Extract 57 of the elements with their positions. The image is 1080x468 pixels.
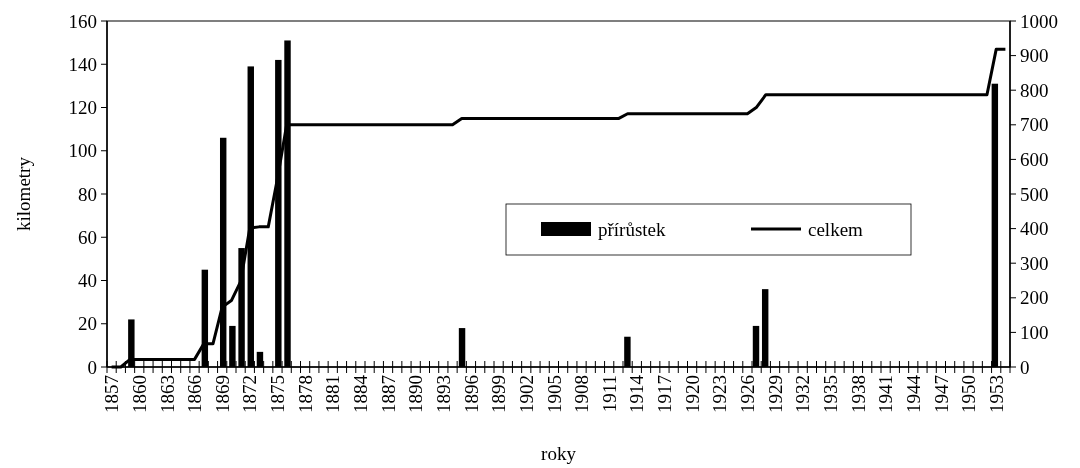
x-tick-label: 1860	[128, 375, 150, 413]
y-tick-label: 80	[78, 183, 97, 205]
x-tick-label: 1929	[764, 375, 786, 413]
x-tick-label: 1911	[598, 375, 620, 413]
x-tick-label: 1866	[184, 375, 206, 413]
x-tick-label: 1875	[267, 375, 289, 413]
x-tick-label: 1932	[792, 375, 814, 413]
y2-tick-label: 900	[1020, 45, 1049, 67]
y-axis-title: kilometry	[13, 156, 34, 231]
y2-tick-label: 400	[1020, 218, 1049, 240]
x-tick-label: 1914	[626, 374, 648, 413]
y-tick-label: 60	[78, 226, 97, 248]
x-tick-label: 1953	[985, 375, 1007, 413]
x-tick-label: 1896	[460, 375, 482, 413]
x-axis-title: roky	[541, 443, 577, 464]
x-tick-label: 1857	[101, 375, 123, 413]
y-tick-label: 0	[87, 356, 97, 378]
legend-label: celkem	[808, 218, 864, 240]
x-tick-label: 1872	[239, 375, 261, 413]
x-tick-label: 1950	[958, 375, 980, 413]
x-tick-label: 1926	[737, 375, 759, 413]
x-tick-label: 1884	[350, 374, 372, 413]
x-tick-label: 1938	[847, 375, 869, 413]
x-tick-label: 1941	[875, 375, 897, 413]
x-tick-label: 1899	[488, 375, 510, 413]
x-tick-label: 1947	[930, 375, 952, 413]
x-tick-label: 1923	[709, 375, 731, 413]
y2-tick-label: 0	[1020, 356, 1030, 378]
x-tick-label: 1908	[571, 375, 593, 413]
y2-tick-label: 1000	[1020, 10, 1058, 32]
x-tick-label: 1902	[515, 375, 537, 413]
y2-tick-label: 200	[1020, 287, 1049, 309]
x-tick-label: 1863	[156, 375, 178, 413]
x-tick-label: 1920	[681, 375, 703, 413]
x-tick-label: 1917	[654, 375, 676, 413]
y-tick-label: 160	[68, 10, 97, 32]
y2-tick-label: 500	[1020, 183, 1049, 205]
y2-tick-label: 600	[1020, 149, 1049, 171]
x-tick-label: 1893	[432, 375, 454, 413]
y2-tick-label: 700	[1020, 114, 1049, 136]
legend-label: přírůstek	[598, 218, 667, 240]
x-tick-label: 1935	[819, 375, 841, 413]
x-tick-label: 1944	[902, 374, 924, 413]
y-tick-label: 40	[78, 270, 97, 292]
y2-tick-label: 300	[1020, 252, 1049, 274]
y-tick-label: 100	[68, 140, 97, 162]
x-tick-label: 1887	[377, 375, 399, 413]
x-tick-label: 1878	[294, 375, 316, 413]
x-tick-label: 1881	[322, 375, 344, 413]
x-tick-label: 1905	[543, 375, 565, 413]
y-tick-label: 140	[68, 53, 97, 75]
y2-tick-label: 100	[1020, 322, 1049, 344]
y-tick-label: 120	[68, 97, 97, 119]
x-tick-label: 1869	[211, 375, 233, 413]
y2-tick-label: 800	[1020, 79, 1049, 101]
x-tick-label: 1890	[405, 375, 427, 413]
y-tick-label: 20	[78, 313, 97, 335]
